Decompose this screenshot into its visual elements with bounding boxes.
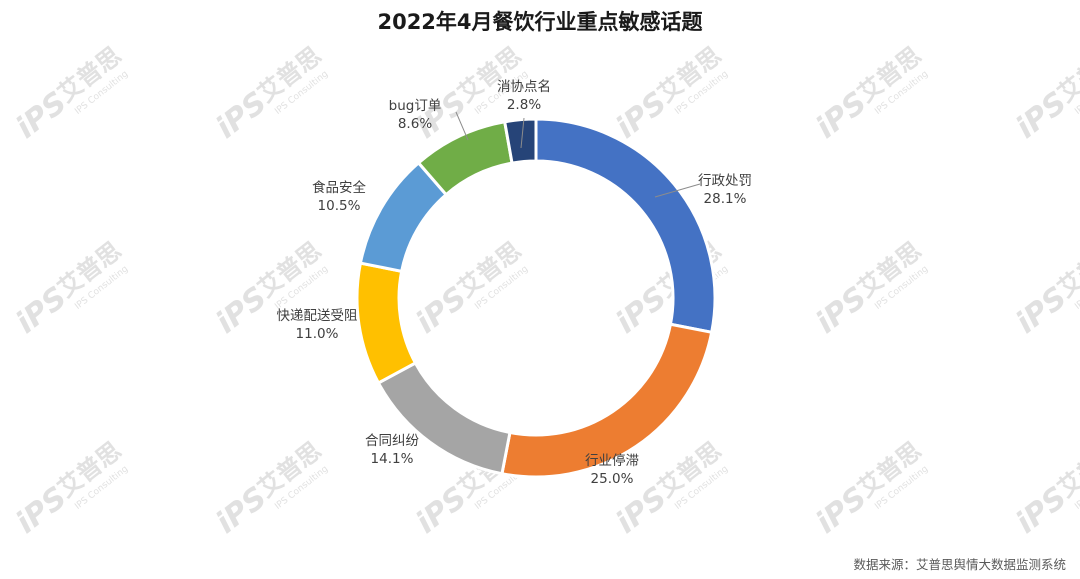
slices-layer [355, 117, 717, 479]
leader-line-slice-6 [520, 117, 525, 149]
slice-value-label: 25.0% [591, 471, 634, 487]
leader-line-bug-5 [455, 111, 469, 141]
leader-line-slice-0 [654, 183, 701, 198]
slice-category-label: 行业停滞 [585, 452, 639, 469]
slice-category-label: bug订单 [389, 98, 442, 114]
leader-lines [455, 111, 701, 198]
slice-label-slice-6: 消协点名 2.8% [497, 79, 551, 113]
slice-label-slice-1: 行业停滞 25.0% [585, 452, 639, 487]
slice-category-label: 快递配送受阻 [277, 308, 358, 324]
donut-slice-slice-6 [502, 117, 538, 165]
slice-value-label: 10.5% [318, 198, 361, 214]
slice-value-label: 14.1% [371, 451, 414, 467]
slice-value-label: 8.6% [398, 116, 432, 132]
donut-slice-slice-3 [355, 261, 418, 385]
slice-label-slice-3: 快递配送受阻 11.0% [277, 308, 358, 342]
source-note: 数据来源：艾普思舆情大数据监测系统 [853, 557, 1066, 572]
slice-value-label: 28.1% [704, 191, 747, 207]
slice-label-slice-2: 合同纠纷 14.1% [365, 433, 419, 467]
slice-value-label: 11.0% [296, 326, 339, 342]
slice-label-bug-5: bug订单 8.6% [389, 98, 442, 132]
slice-category-label: 合同纠纷 [365, 433, 419, 449]
slice-label-slice-0: 行政处罚 28.1% [698, 173, 752, 207]
slice-category-label: 食品安全 [312, 179, 366, 196]
slice-value-label: 2.8% [507, 97, 541, 113]
slice-label-slice-4: 食品安全 10.5% [312, 179, 366, 214]
chart-title: 2022年4月餐饮行业重点敏感话题 [377, 10, 703, 34]
slice-category-label: 消协点名 [497, 79, 551, 95]
slice-category-label: 行政处罚 [698, 173, 752, 189]
slice-labels: 行政处罚 28.1% 行业停滞 25.0% 合同纠纷 14.1% 快递配送受阻 11.0% 食品… [277, 79, 753, 487]
